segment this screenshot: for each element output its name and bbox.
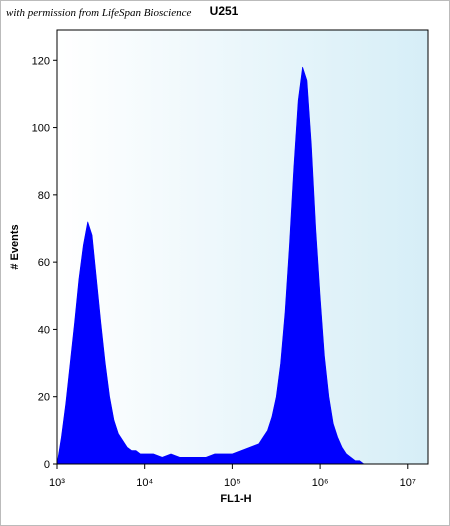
y-axis-label: # Events <box>9 224 21 269</box>
chart-title: U251 <box>210 4 239 18</box>
y-tick-label: 80 <box>38 190 50 202</box>
histogram-area <box>56 66 408 465</box>
x-tick-label: 10⁵ <box>224 477 241 489</box>
y-tick-label: 100 <box>32 123 50 135</box>
plot-border <box>56 29 429 465</box>
plot-area <box>57 30 428 464</box>
x-tick-label: 10⁶ <box>312 477 329 489</box>
x-tick-label: 10⁴ <box>136 477 153 489</box>
y-tick-label: 120 <box>32 55 50 67</box>
x-axis-label: FL1-H <box>220 493 251 505</box>
y-tick-label: 20 <box>38 392 50 404</box>
y-tick-label: 0 <box>44 459 50 471</box>
x-tick-label: 10³ <box>49 477 65 489</box>
annotation: with permission from LifeSpan Bioscience <box>6 7 191 19</box>
y-tick-label: 60 <box>38 257 50 269</box>
y-tick-label: 40 <box>38 324 50 336</box>
x-tick-label: 10⁷ <box>400 477 416 489</box>
